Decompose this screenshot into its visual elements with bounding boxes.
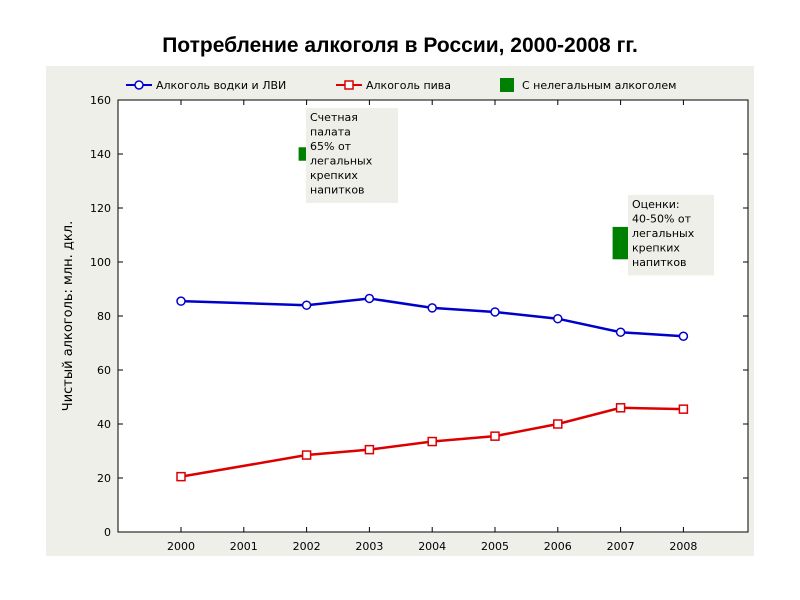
x-tick-label: 2003 — [355, 540, 383, 553]
annotation-box — [306, 108, 398, 203]
data-point-vodka — [364, 293, 375, 304]
series-line — [180, 297, 684, 338]
y-tick-label: 20 — [97, 472, 111, 485]
x-tick-label: 2002 — [293, 540, 321, 553]
annotation-text: крепких — [310, 169, 358, 182]
annotation-text: Счетная — [310, 111, 358, 124]
x-tick-label: 2008 — [669, 540, 697, 553]
data-point-beer — [553, 419, 563, 429]
annotation-text: крепких — [632, 242, 680, 255]
legend-label-beer: Алкоголь пива — [366, 79, 451, 92]
annotation-text: легальных — [310, 155, 373, 168]
legend-marker-beer — [344, 80, 354, 90]
y-tick-label: 60 — [97, 364, 111, 377]
data-point-beer — [176, 471, 186, 482]
data-point-beer — [364, 444, 375, 455]
data-point-vodka — [553, 313, 563, 324]
data-point-beer — [615, 403, 626, 413]
y-axis-label: Чистый алкоголь: млн. дкл. — [61, 221, 76, 411]
data-point-vodka — [490, 307, 500, 317]
annotation-text: палата — [310, 126, 351, 139]
legend-marker-vodka — [134, 80, 144, 90]
y-tick-label: 120 — [90, 202, 111, 215]
data-point-vodka — [678, 331, 689, 341]
y-tick-label: 0 — [104, 526, 111, 539]
legend-label-illegal: С нелегальным алкоголем — [522, 79, 676, 92]
annotation-text: 40-50% от — [632, 213, 692, 226]
x-tick-label: 2004 — [418, 540, 446, 553]
annotation-text: 65% от — [310, 140, 352, 153]
y-tick-label: 160 — [90, 94, 111, 107]
x-tick-label: 2006 — [544, 540, 572, 553]
x-tick-label: 2000 — [167, 540, 195, 553]
data-point-beer — [490, 431, 500, 441]
plot-area — [117, 99, 749, 533]
data-point-vodka — [176, 296, 186, 306]
data-point-vodka — [427, 303, 437, 313]
x-tick-label: 2007 — [607, 540, 635, 553]
annotation-text: напитков — [632, 256, 687, 269]
illegal-alcohol-range-bar — [612, 226, 629, 260]
y-tick-label: 40 — [97, 418, 111, 431]
data-point-beer — [427, 436, 437, 447]
annotation-text: напитков — [310, 184, 365, 197]
annotation-box — [628, 195, 714, 276]
y-tick-label: 140 — [90, 148, 111, 161]
y-tick-label: 80 — [97, 310, 111, 323]
x-tick-label: 2005 — [481, 540, 509, 553]
annotation-text: легальных — [632, 227, 695, 240]
data-point-vodka — [615, 327, 626, 337]
legend-label-vodka: Алкоголь водки и ЛВИ — [156, 79, 286, 92]
x-tick-label: 2001 — [230, 540, 258, 553]
legend-marker-illegal — [500, 78, 514, 92]
series-line — [180, 406, 684, 478]
data-point-vodka — [301, 300, 312, 310]
y-tick-label: 100 — [90, 256, 111, 269]
data-point-beer — [678, 404, 689, 414]
data-point-beer — [301, 450, 312, 460]
annotation-text: Оценки: — [632, 198, 680, 211]
page-title: Потребление алкоголя в России, 2000-2008… — [162, 34, 638, 57]
